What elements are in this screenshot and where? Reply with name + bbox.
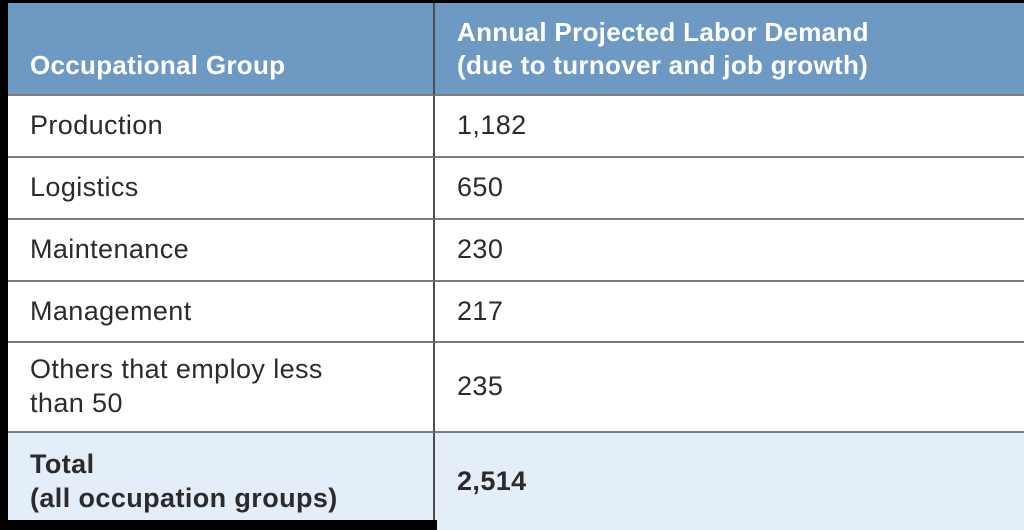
table-row-logistics-group: Logistics [8, 158, 435, 220]
column-header-label: Occupational Group [30, 49, 286, 80]
group-label: Others that employ less than 50 [30, 354, 323, 418]
total-label: Total (all occupation groups) [30, 448, 338, 513]
demand-value: 650 [457, 172, 504, 203]
table-row-maintenance-value: 230 [435, 220, 1024, 282]
demand-value: 1,182 [457, 110, 527, 141]
table-row-production-value: 1,182 [435, 96, 1024, 158]
table-border-left [0, 0, 8, 530]
table-row-others-value: 235 [435, 343, 1024, 433]
table-border-bottom [0, 520, 437, 530]
table-row-logistics-value: 650 [435, 158, 1024, 220]
table-row-management-group: Management [8, 282, 435, 343]
column-header-occupational-group: Occupational Group [8, 3, 435, 96]
table-border-top [0, 0, 1024, 3]
table-row-total-group: Total (all occupation groups) [8, 433, 435, 530]
group-label: Management [30, 295, 192, 326]
column-header-labor-demand: Annual Projected Labor Demand (due to tu… [435, 3, 1024, 96]
group-label: Production [30, 110, 164, 141]
table-row-total-value: 2,514 [435, 433, 1024, 530]
demand-value: 217 [457, 295, 504, 326]
column-header-label: Annual Projected Labor Demand (due to tu… [457, 17, 869, 80]
table-row-production-group: Production [8, 96, 435, 158]
table-row-others-group: Others that employ less than 50 [8, 343, 435, 433]
demand-value: 230 [457, 234, 504, 265]
demand-value: 235 [457, 371, 504, 402]
group-label: Logistics [30, 172, 139, 203]
total-value: 2,514 [457, 465, 527, 496]
table-grid: Occupational Group Annual Projected Labo… [8, 3, 1024, 530]
table-row-management-value: 217 [435, 282, 1024, 343]
table-row-maintenance-group: Maintenance [8, 220, 435, 282]
group-label: Maintenance [30, 234, 190, 265]
